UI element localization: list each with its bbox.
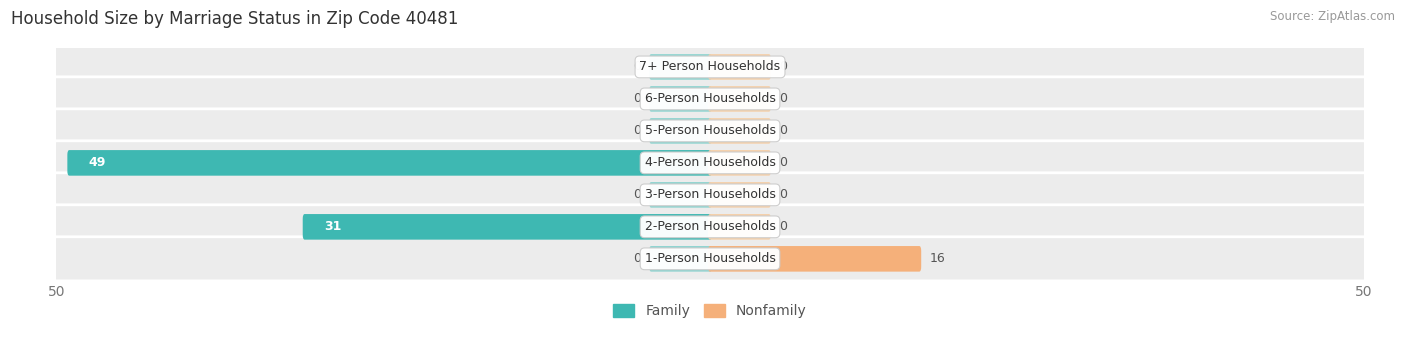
Text: 0: 0 [779,188,787,202]
FancyBboxPatch shape [52,45,1368,89]
Text: 7+ Person Households: 7+ Person Households [640,60,780,73]
Text: Household Size by Marriage Status in Zip Code 40481: Household Size by Marriage Status in Zip… [11,10,458,28]
FancyBboxPatch shape [52,173,1368,217]
Text: 2-Person Households: 2-Person Households [644,220,776,233]
FancyBboxPatch shape [650,86,711,112]
Legend: Family, Nonfamily: Family, Nonfamily [607,299,813,324]
FancyBboxPatch shape [709,54,770,80]
Text: 0: 0 [633,60,641,73]
Text: 0: 0 [633,92,641,105]
FancyBboxPatch shape [650,118,711,144]
Text: 0: 0 [779,60,787,73]
Text: 0: 0 [779,124,787,137]
Text: 0: 0 [633,252,641,265]
FancyBboxPatch shape [709,150,770,176]
FancyBboxPatch shape [52,77,1368,121]
FancyBboxPatch shape [67,150,711,176]
Text: 0: 0 [633,124,641,137]
FancyBboxPatch shape [52,141,1368,185]
FancyBboxPatch shape [650,54,711,80]
Text: 4-Person Households: 4-Person Households [644,157,776,169]
FancyBboxPatch shape [302,214,711,240]
FancyBboxPatch shape [709,86,770,112]
FancyBboxPatch shape [709,118,770,144]
Text: 16: 16 [929,252,945,265]
Text: 3-Person Households: 3-Person Households [644,188,776,202]
FancyBboxPatch shape [650,182,711,208]
Text: 49: 49 [89,157,107,169]
FancyBboxPatch shape [709,182,770,208]
Text: 5-Person Households: 5-Person Households [644,124,776,137]
Text: 0: 0 [779,220,787,233]
Text: 0: 0 [779,157,787,169]
Text: 31: 31 [325,220,342,233]
FancyBboxPatch shape [709,214,770,240]
FancyBboxPatch shape [650,246,711,272]
FancyBboxPatch shape [709,246,921,272]
Text: Source: ZipAtlas.com: Source: ZipAtlas.com [1270,10,1395,23]
Text: 6-Person Households: 6-Person Households [644,92,776,105]
FancyBboxPatch shape [52,205,1368,249]
FancyBboxPatch shape [52,237,1368,281]
Text: 0: 0 [633,188,641,202]
FancyBboxPatch shape [52,109,1368,153]
Text: 0: 0 [779,92,787,105]
Text: 1-Person Households: 1-Person Households [644,252,776,265]
